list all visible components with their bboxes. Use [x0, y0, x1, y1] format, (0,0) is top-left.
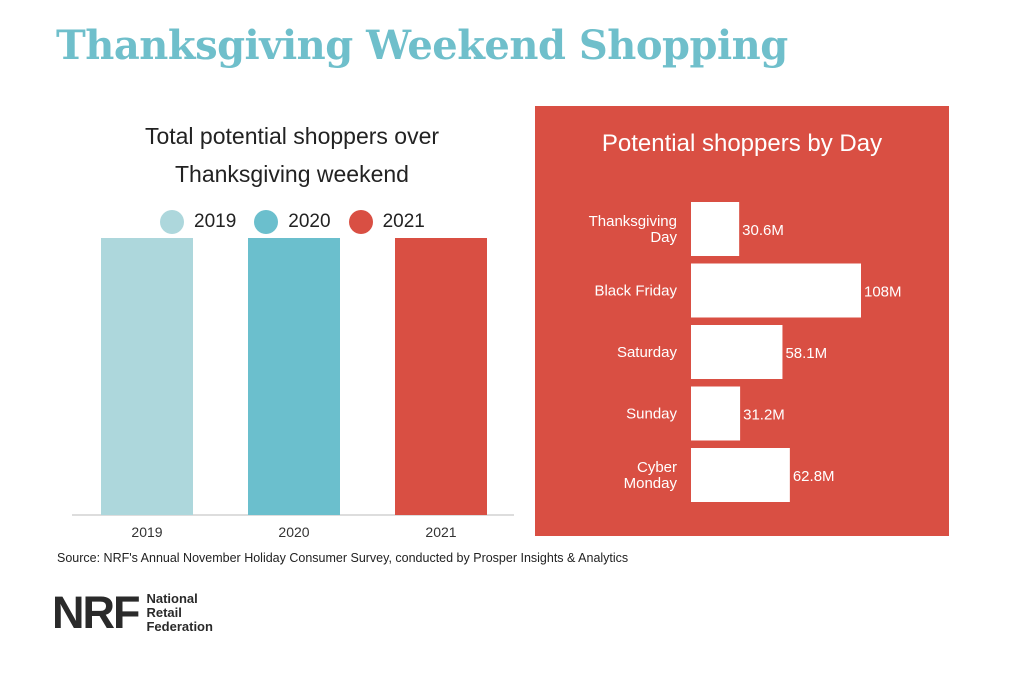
y-tick-label-line: Day [650, 229, 677, 246]
bar-2020 [248, 238, 340, 515]
legend-item-2019: 2019 [160, 210, 236, 234]
y-tick-label-line: Saturday [617, 344, 678, 361]
y-tick-label-line: Cyber [637, 459, 677, 476]
y-tick-label: Thanksgiving Day [589, 213, 678, 246]
nrf-logo-mark: NRF [52, 587, 140, 638]
y-tick-label: Cyber Monday [624, 459, 678, 492]
bar-day [691, 202, 740, 256]
legend-label-2020: 2020 [288, 211, 331, 232]
y-tick-label: Black Friday [594, 283, 677, 300]
bar-day [691, 386, 741, 441]
y-tick-label-line: Sunday [626, 406, 677, 423]
y-tick-label-line: Thanksgiving [589, 213, 677, 230]
nrf-logo-text: National Retail Federation [146, 590, 213, 634]
x-tick-label: 2021 [425, 524, 456, 540]
legend-swatch-2019 [160, 210, 184, 234]
potential-shoppers-by-day-panel: Potential shoppers by Day 30.6M Thanksgiv… [535, 106, 949, 536]
legend-swatch-2021 [348, 210, 373, 234]
right-chart-title: Potential shoppers by Day [601, 130, 883, 157]
bar-value-label: 30.6M [742, 222, 784, 239]
nrf-logo-line: National [146, 590, 198, 606]
y-tick-label-line: Monday [624, 475, 678, 492]
legend-swatch-2020 [254, 210, 279, 234]
legend-item-2020: 2020 [254, 210, 331, 234]
bar-day [691, 263, 861, 318]
legend-label-2019: 2019 [194, 211, 237, 232]
legend: 2019 2020 2021 [160, 208, 425, 236]
bar-value-label: 58.1M [785, 345, 827, 362]
source-note: Source: NRF's Annual November Holiday Co… [57, 551, 629, 565]
page-title: Thanksgiving Weekend Shopping [56, 22, 788, 69]
x-tick-label: 2020 [278, 524, 309, 540]
left-chart-title: Total potential shoppers over Thanksgivi… [92, 117, 492, 193]
legend-label-2021: 2021 [382, 211, 425, 232]
y-tick-label-line: Black Friday [594, 283, 677, 300]
bar-day [691, 448, 790, 502]
right-bar-chart: 30.6M Thanksgiving Day 108M Black Friday 58.1… [589, 202, 902, 502]
legend-item-2021: 2021 [348, 210, 425, 234]
bar-2021 [395, 238, 487, 515]
bar-value-label: 108M [864, 284, 902, 301]
nrf-logo: NRF National Retail Federation [52, 590, 213, 635]
nrf-logo-line: Federation [146, 618, 213, 634]
left-chart-title-line: Total potential shoppers over [144, 123, 440, 149]
y-tick-label: Saturday [617, 344, 678, 361]
left-chart-title-line: Thanksgiving weekend [175, 161, 409, 187]
bar-value-label: 62.8M [793, 468, 835, 485]
bar-value-label: 31.2M [743, 407, 785, 424]
y-tick-label: Sunday [626, 406, 677, 423]
bar-2019 [101, 238, 193, 515]
bar-day [691, 325, 783, 379]
left-bar-chart: 165.3M2019156.6M2020158.3M2021 [72, 238, 514, 540]
nrf-logo-line: Retail [146, 604, 182, 620]
x-tick-label: 2019 [131, 524, 162, 540]
